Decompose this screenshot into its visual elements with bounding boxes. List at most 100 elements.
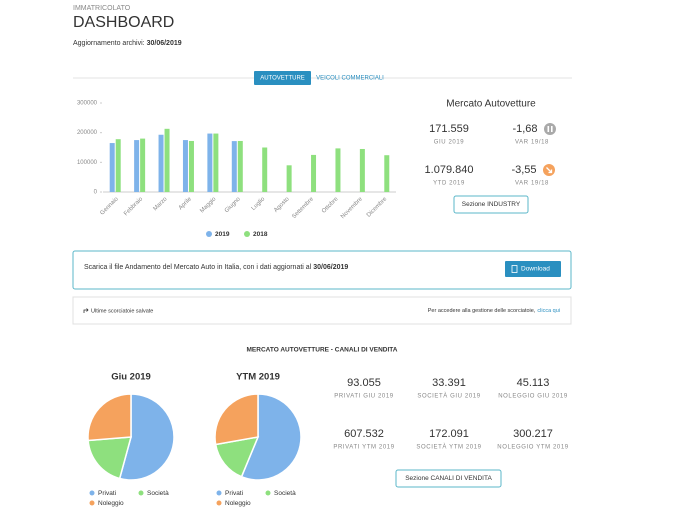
- shortcuts-box: [72, 296, 572, 325]
- legend-label: Noleggio: [225, 500, 251, 507]
- x-tick-label: Gennaio: [99, 196, 120, 217]
- x-tick-label: Febbraio: [123, 196, 144, 217]
- channels-button-label[interactable]: Sezione CANALI DI VENDITA: [405, 475, 492, 482]
- market-title: Mercato Autovetture: [446, 99, 536, 110]
- legend-label: Società: [147, 490, 169, 497]
- channel-value: 45.113: [517, 377, 550, 389]
- channels-button[interactable]: [395, 469, 502, 488]
- legend-label: Società: [274, 490, 296, 497]
- channel-label: NOLEGGIO GIU 2019: [498, 394, 568, 400]
- bar: [134, 140, 140, 192]
- industry-button[interactable]: [453, 195, 529, 214]
- section-label: IMMATRICOLATO: [73, 5, 131, 12]
- x-tick-label: Agosto: [273, 196, 291, 214]
- legend-swatch: [216, 490, 222, 496]
- legend-swatch: [138, 490, 144, 496]
- legend-label: Noleggio: [98, 500, 124, 507]
- channel-label: SOCIETÀ YTM 2019: [416, 444, 481, 451]
- bar: [140, 138, 146, 192]
- shortcuts-hint-text: Per accedere alla gestione delle scorcia…: [428, 308, 536, 314]
- y-tick-label: 200000: [77, 130, 98, 136]
- channel-value: 33.391: [432, 377, 466, 389]
- channel-label: PRIVATI YTM 2019: [333, 445, 394, 451]
- update-info: Aggiornamento archivi: 30/06/2019: [73, 40, 182, 47]
- pie-slice: [87, 436, 133, 480]
- bar: [164, 128, 170, 192]
- download-text: Scarica il file Andamento del Mercato Au…: [84, 264, 348, 271]
- download-button-label[interactable]: Download: [521, 266, 550, 273]
- download-box: [72, 250, 572, 290]
- tab-active[interactable]: [254, 71, 311, 85]
- legend-swatch: [206, 231, 212, 237]
- bar: [384, 155, 390, 192]
- y-tick-label: 0: [94, 190, 98, 196]
- bar: [182, 140, 188, 192]
- channel-label: SOCIETÀ GIU 2019: [417, 393, 480, 400]
- channels-title: MERCATO AUTOVETTURE - CANALI DI VENDITA: [247, 347, 398, 354]
- bar: [213, 133, 219, 192]
- bar: [359, 148, 365, 192]
- legend-label: Privati: [98, 490, 116, 497]
- shortcuts-label: Ultime scorciatoie salvate: [91, 308, 153, 314]
- legend-label: 2019: [215, 231, 230, 238]
- file-icon: [511, 265, 518, 273]
- bar: [237, 140, 243, 192]
- channel-value: 172.091: [429, 428, 469, 440]
- bar: [286, 165, 292, 192]
- page-title: DASHBOARD: [73, 14, 174, 31]
- shortcuts-link[interactable]: clicca qui: [537, 308, 560, 314]
- market-label: VAR 19/18: [515, 181, 549, 187]
- market-label: VAR 19/18: [515, 140, 549, 146]
- tab[interactable]: VEICOLI COMMERCIALI: [316, 76, 384, 82]
- channel-value: 607.532: [344, 428, 384, 440]
- channel-value: 300.217: [513, 428, 553, 440]
- download-message: Scarica il file Andamento del Mercato Au…: [84, 264, 312, 271]
- pause-icon: [551, 126, 553, 132]
- market-value: -3,55: [511, 164, 536, 176]
- shortcuts-hint: Per accedere alla gestione delle scorcia…: [428, 308, 560, 314]
- bar: [109, 143, 115, 192]
- pie-slice: [87, 393, 132, 442]
- bar: [158, 134, 164, 192]
- x-tick-label: Marzo: [153, 196, 169, 212]
- bar: [188, 140, 194, 192]
- legend-label: 2018: [253, 231, 268, 238]
- market-value: 1.079.840: [425, 164, 474, 176]
- pie-slice: [118, 393, 175, 481]
- bar: [231, 141, 237, 192]
- pause-icon: [544, 123, 556, 135]
- x-tick-label: Giugno: [224, 196, 242, 214]
- update-date: 30/06/2019: [147, 40, 182, 47]
- download-date: 30/06/2019: [313, 264, 348, 271]
- pie-title: Giu 2019: [111, 372, 151, 383]
- y-tick-label: 300000: [77, 101, 98, 107]
- market-value: -1,68: [512, 123, 537, 135]
- x-tick-label: Aprile: [178, 196, 194, 212]
- y-tick-label: 100000: [77, 160, 98, 166]
- legend-swatch: [244, 231, 250, 237]
- channel-label: PRIVATI GIU 2019: [334, 394, 393, 400]
- legend-swatch: [216, 500, 222, 506]
- x-tick-label: Ottobre: [321, 196, 340, 215]
- tab[interactable]: AUTOVETTURE: [260, 76, 305, 82]
- legend-swatch: [89, 490, 95, 496]
- x-tick-label: Maggio: [199, 196, 218, 215]
- pie-slice: [240, 393, 302, 481]
- industry-button-label[interactable]: Sezione INDUSTRY: [462, 201, 521, 208]
- shortcut-icon: [83, 308, 89, 313]
- legend-label: Privati: [225, 490, 243, 497]
- x-tick-label: Settembre: [291, 196, 315, 220]
- legend-swatch: [89, 500, 95, 506]
- pause-icon: [547, 126, 550, 132]
- market-label: GIU 2019: [434, 140, 465, 146]
- bar: [207, 133, 213, 192]
- x-tick-label: Novembre: [340, 196, 364, 220]
- down-icon: [546, 167, 553, 174]
- pie-title: YTM 2019: [236, 372, 280, 383]
- bar: [335, 148, 341, 192]
- legend-swatch: [265, 490, 271, 496]
- bar: [262, 147, 268, 192]
- bar: [311, 154, 317, 192]
- download-button[interactable]: [505, 261, 561, 277]
